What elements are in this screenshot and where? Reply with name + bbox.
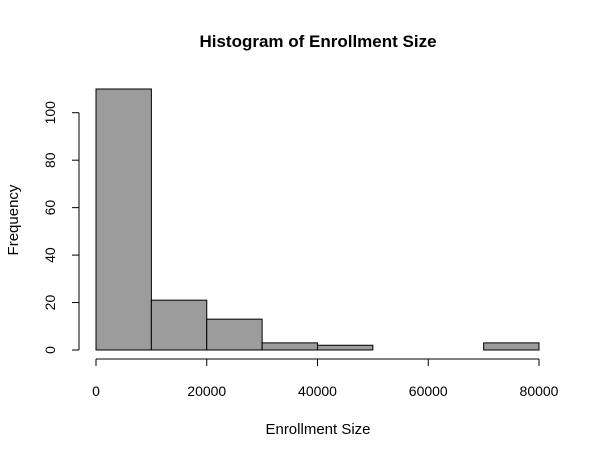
histogram-bar-1	[150, 299, 208, 351]
bars-group	[95, 88, 540, 351]
y-tick-label-4: 80	[42, 152, 58, 168]
chart-title: Histogram of Enrollment Size	[199, 32, 436, 51]
x-tick-label-4: 80000	[520, 383, 559, 399]
y-tick-label-5: 100	[42, 101, 58, 125]
x-axis: 0 20000 40000 60000 80000	[92, 358, 559, 399]
x-axis-label: Enrollment Size	[265, 421, 370, 438]
x-tick-label-2: 40000	[298, 383, 337, 399]
y-tick-label-2: 40	[42, 247, 58, 263]
y-tick-label-0: 0	[42, 346, 58, 354]
y-axis: 0 20 40 60 80 100	[42, 101, 80, 354]
y-axis-label: Frequency	[5, 184, 22, 255]
y-tick-label-3: 60	[42, 200, 58, 216]
histogram-bar-2	[206, 318, 263, 351]
histogram-bar-3	[261, 342, 318, 351]
x-tick-label-3: 60000	[409, 383, 448, 399]
histogram-bar-7	[483, 342, 540, 351]
x-tick-label-1: 20000	[187, 383, 226, 399]
x-tick-label-0: 0	[92, 383, 100, 399]
histogram-bar-0	[95, 88, 152, 351]
histogram-bar-4	[317, 344, 374, 351]
y-tick-label-1: 20	[42, 295, 58, 311]
